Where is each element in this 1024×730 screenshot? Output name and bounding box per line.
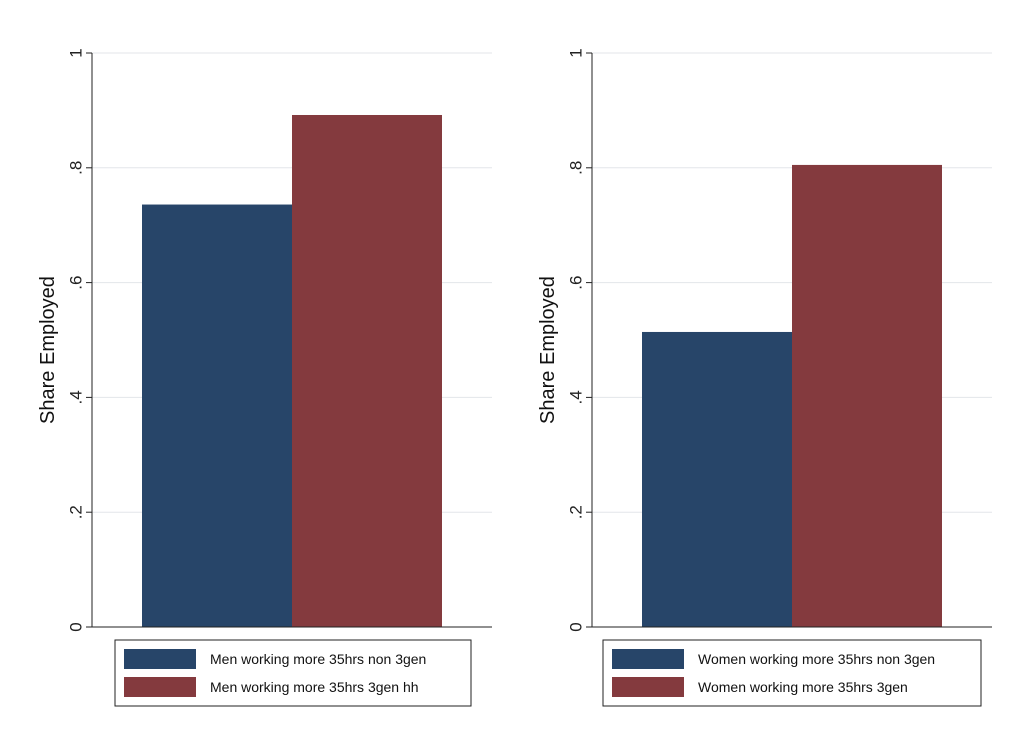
y-tick-label: .8: [67, 161, 86, 175]
legend: Women working more 35hrs non 3gen Women w…: [602, 639, 982, 707]
legend-label: Men working more 35hrs 3gen hh: [210, 679, 419, 695]
y-tick-label: .2: [67, 505, 86, 519]
y-tick-label: .6: [67, 276, 86, 290]
legend-swatch: [612, 677, 684, 697]
y-tick-label: .4: [567, 390, 586, 404]
y-axis-label: Share Employed: [537, 276, 559, 424]
y-tick-label: .8: [567, 161, 586, 175]
y-tick-label: .6: [567, 276, 586, 290]
legend-swatch: [124, 649, 196, 669]
legend-label: Women working more 35hrs 3gen: [698, 679, 908, 695]
legend-label: Men working more 35hrs non 3gen: [210, 651, 426, 667]
y-tick-label: 0: [567, 622, 586, 631]
legend-swatch: [612, 649, 684, 669]
chart-panel-1: 0 .2 .4 .6 .8 1 Share Employed Men working more…: [37, 48, 492, 707]
legend: Men working more 35hrs non 3gen Men worki…: [114, 639, 472, 707]
y-tick-label: .2: [567, 505, 586, 519]
bar-2: [792, 164, 942, 627]
y-tick-label: .4: [67, 390, 86, 404]
y-tick-label: 1: [567, 48, 586, 57]
chart-panel-2: 0 .2 .4 .6 .8 1 Share Employed Women working mo…: [537, 48, 992, 707]
legend-label: Women working more 35hrs non 3gen: [698, 651, 935, 667]
y-tick-label: 0: [67, 622, 86, 631]
legend-swatch: [124, 677, 196, 697]
bar-1: [142, 204, 292, 627]
bar-1: [642, 331, 792, 627]
y-tick-label: 1: [67, 48, 86, 57]
bar-2: [292, 114, 442, 627]
y-axis-label: Share Employed: [37, 276, 59, 424]
